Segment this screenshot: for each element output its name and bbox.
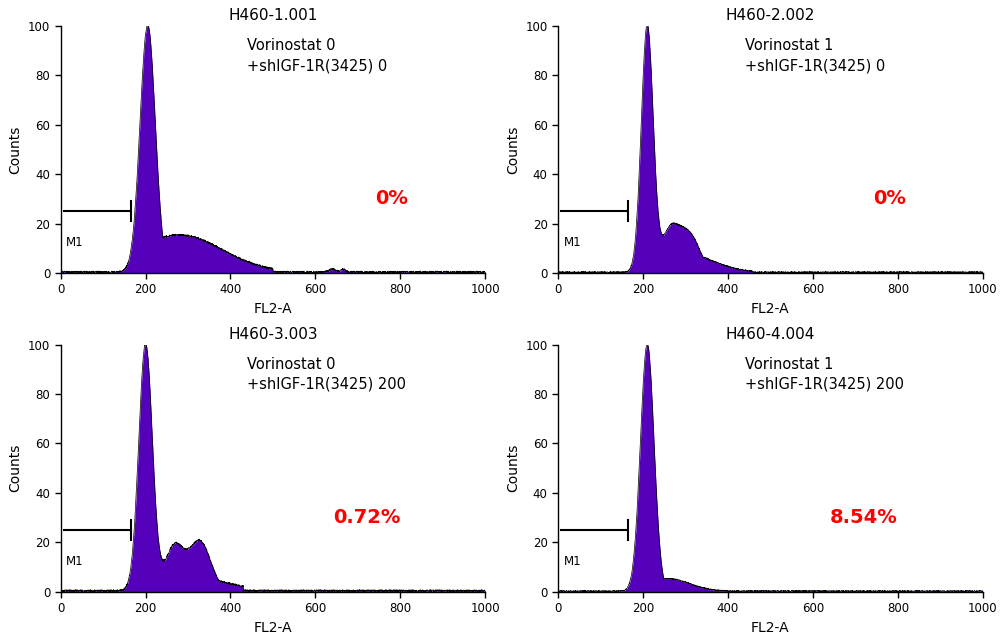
Text: Vorinostat 1
+shIGF-1R(3425) 0: Vorinostat 1 +shIGF-1R(3425) 0 [744,38,885,73]
Title: H460-3.003: H460-3.003 [228,327,318,342]
Y-axis label: Counts: Counts [506,444,520,493]
Title: H460-2.002: H460-2.002 [725,8,815,23]
Y-axis label: Counts: Counts [8,125,22,174]
Text: M1: M1 [66,555,83,568]
Title: H460-4.004: H460-4.004 [725,327,815,342]
Text: Vorinostat 0
+shIGF-1R(3425) 0: Vorinostat 0 +shIGF-1R(3425) 0 [247,38,387,73]
Text: 8.54%: 8.54% [830,508,897,527]
Text: M1: M1 [563,555,581,568]
Text: 0.72%: 0.72% [333,508,400,527]
X-axis label: FL2-A: FL2-A [751,620,790,635]
Text: M1: M1 [563,236,581,249]
Text: 0%: 0% [873,189,905,208]
Y-axis label: Counts: Counts [506,125,520,174]
Text: M1: M1 [66,236,83,249]
X-axis label: FL2-A: FL2-A [254,620,293,635]
Y-axis label: Counts: Counts [8,444,22,493]
Text: Vorinostat 1
+shIGF-1R(3425) 200: Vorinostat 1 +shIGF-1R(3425) 200 [744,357,904,392]
X-axis label: FL2-A: FL2-A [254,302,293,316]
X-axis label: FL2-A: FL2-A [751,302,790,316]
Text: 0%: 0% [375,189,408,208]
Text: Vorinostat 0
+shIGF-1R(3425) 200: Vorinostat 0 +shIGF-1R(3425) 200 [247,357,406,392]
Title: H460-1.001: H460-1.001 [228,8,318,23]
